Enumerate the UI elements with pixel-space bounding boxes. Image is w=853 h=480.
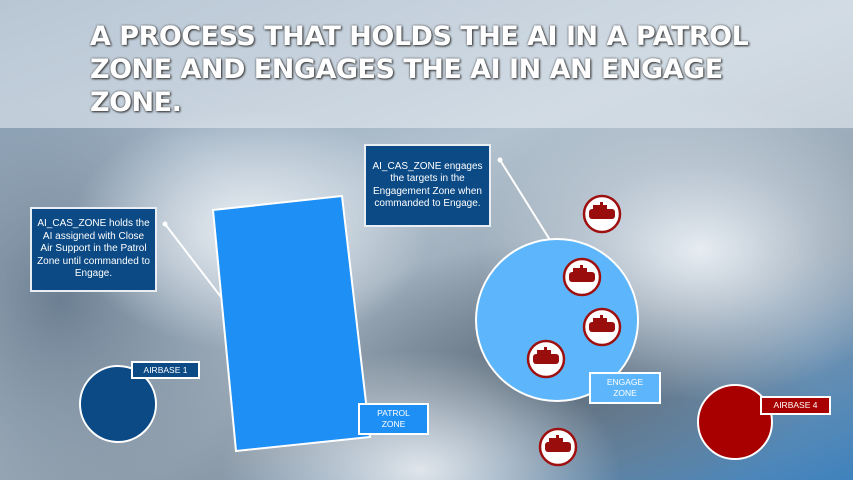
tank-icon	[545, 435, 571, 452]
title-band	[0, 0, 853, 128]
patrol-callout-connector	[164, 223, 222, 298]
engage-callout-text: AI_CAS_ZONE engages the targets in the E…	[372, 160, 483, 210]
airbase-4[interactable]	[697, 384, 773, 460]
airbase-4-label: AIRBASE 4	[760, 396, 831, 415]
enemy-tank-marker[interactable]	[526, 339, 566, 379]
patrol-callout: AI_CAS_ZONE holds the AI assigned with C…	[30, 207, 157, 292]
enemy-tank-marker[interactable]	[538, 427, 578, 467]
airbase-1-label: AIRBASE 1	[131, 361, 200, 379]
airbase-1[interactable]	[79, 365, 157, 443]
engage-callout-dot	[497, 157, 503, 163]
tank-icon	[589, 315, 615, 332]
tank-icon	[533, 347, 559, 364]
slide-title: A PROCESS THAT HOLDS THE AI IN A PATROL …	[90, 21, 749, 118]
enemy-tank-marker[interactable]	[582, 307, 622, 347]
patrol-zone[interactable]	[211, 194, 372, 453]
tank-icon	[569, 265, 595, 282]
engage-callout: AI_CAS_ZONE engages the targets in the E…	[364, 144, 491, 227]
enemy-tank-marker[interactable]	[562, 257, 602, 297]
enemy-tank-marker[interactable]	[582, 194, 622, 234]
patrol-zone-label: PATROL ZONE	[358, 403, 429, 435]
tank-icon	[589, 202, 615, 219]
engage-zone-label: ENGAGE ZONE	[589, 372, 661, 404]
engage-callout-connector	[499, 159, 551, 241]
patrol-callout-dot	[162, 221, 168, 227]
patrol-callout-text: AI_CAS_ZONE holds the AI assigned with C…	[37, 218, 150, 280]
